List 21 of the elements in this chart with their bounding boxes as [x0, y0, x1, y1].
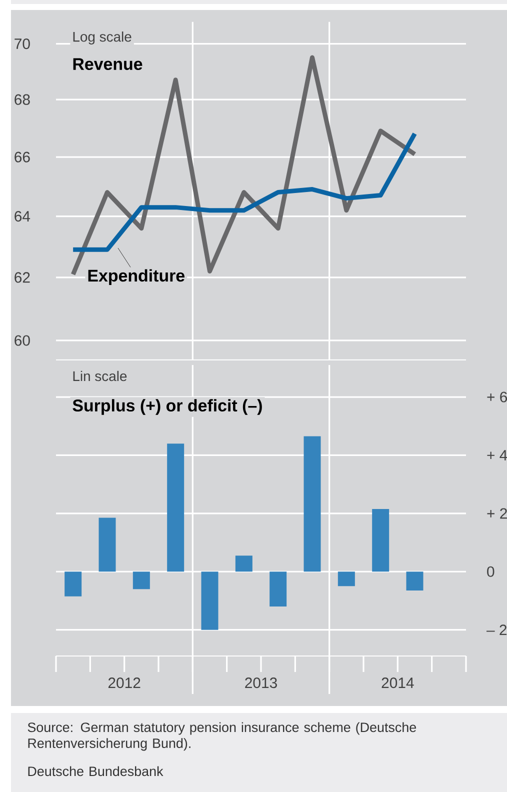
x-tick-label: 2013	[245, 678, 277, 688]
x-tick-label: 2012	[108, 678, 140, 688]
series-label: Expenditure	[88, 269, 185, 285]
y-tick-label: 60	[14, 335, 30, 346]
y-tick-label: + 4	[487, 450, 507, 460]
y-tick-label: 70	[14, 38, 30, 50]
y-tick-label: – 2	[486, 624, 507, 636]
text: Revenue	[73, 58, 142, 70]
x-tick-label: 2014	[382, 678, 414, 688]
y-tick-label: 68	[14, 94, 30, 105]
text: Log scale	[73, 32, 132, 44]
source-note: Source: German statutory pension insurance scheme (Deutsche Rentenversicherung Bund).	[28, 722, 416, 751]
y-tick-label: 64	[14, 211, 30, 222]
y-tick-label: + 2	[487, 508, 507, 519]
text: Deutsche Bundesbank	[28, 766, 164, 776]
y-tick-label: 0	[487, 566, 494, 577]
y-tick-label: + 6	[487, 392, 507, 402]
y-tick-label: 66	[14, 152, 30, 162]
y-tick-label: 62	[14, 272, 30, 283]
text: Surplus (+) or deficit (–)	[72, 399, 262, 415]
chart-subtitle: Lin scale	[73, 370, 127, 382]
